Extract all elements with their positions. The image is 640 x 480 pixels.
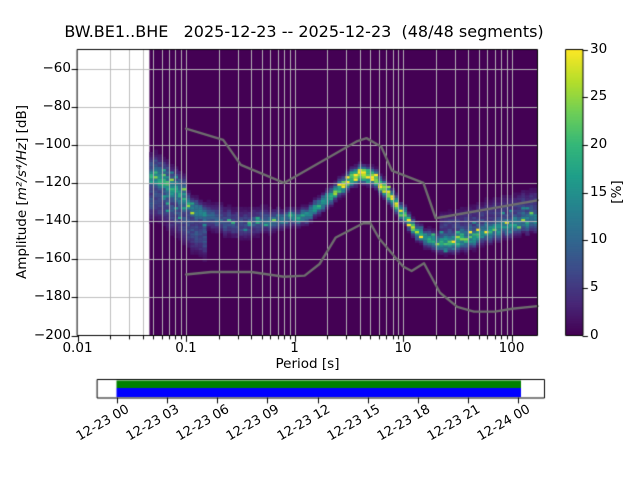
y-tick-label: −120 <box>33 173 71 190</box>
x-tick-label: 0.01 <box>62 340 93 356</box>
y-tick-label: −160 <box>33 250 71 267</box>
y-tick-label: −80 <box>42 97 72 114</box>
y-tick-label: −140 <box>33 212 71 229</box>
x-tick-label: 10 <box>394 340 412 356</box>
y-tick-label: −60 <box>42 59 72 76</box>
y-tick-label: −100 <box>33 135 71 152</box>
colorbar-tick-label: 15 <box>590 183 608 200</box>
x-tick-label: 0.1 <box>175 340 197 356</box>
colorbar-tick-label: 0 <box>590 326 599 343</box>
colorbar-tick-label: 25 <box>590 88 608 105</box>
y-tick-label: −180 <box>33 288 71 305</box>
y-tick-label: −200 <box>33 326 71 343</box>
x-axis-label: Period [s] <box>275 356 340 372</box>
colorbar-tick-label: 10 <box>590 231 608 248</box>
x-tick-label: 100 <box>498 340 525 356</box>
x-tick-label: 1 <box>290 340 299 356</box>
colorbar-tick-label: 30 <box>590 40 608 57</box>
colorbar-label: [%] <box>609 180 625 204</box>
colorbar-tick-label: 20 <box>590 135 608 152</box>
colorbar-tick-label: 5 <box>590 278 599 295</box>
plot-title: BW.BE1..BHE 2025-12-23 -- 2025-12-23 (48… <box>64 22 544 41</box>
